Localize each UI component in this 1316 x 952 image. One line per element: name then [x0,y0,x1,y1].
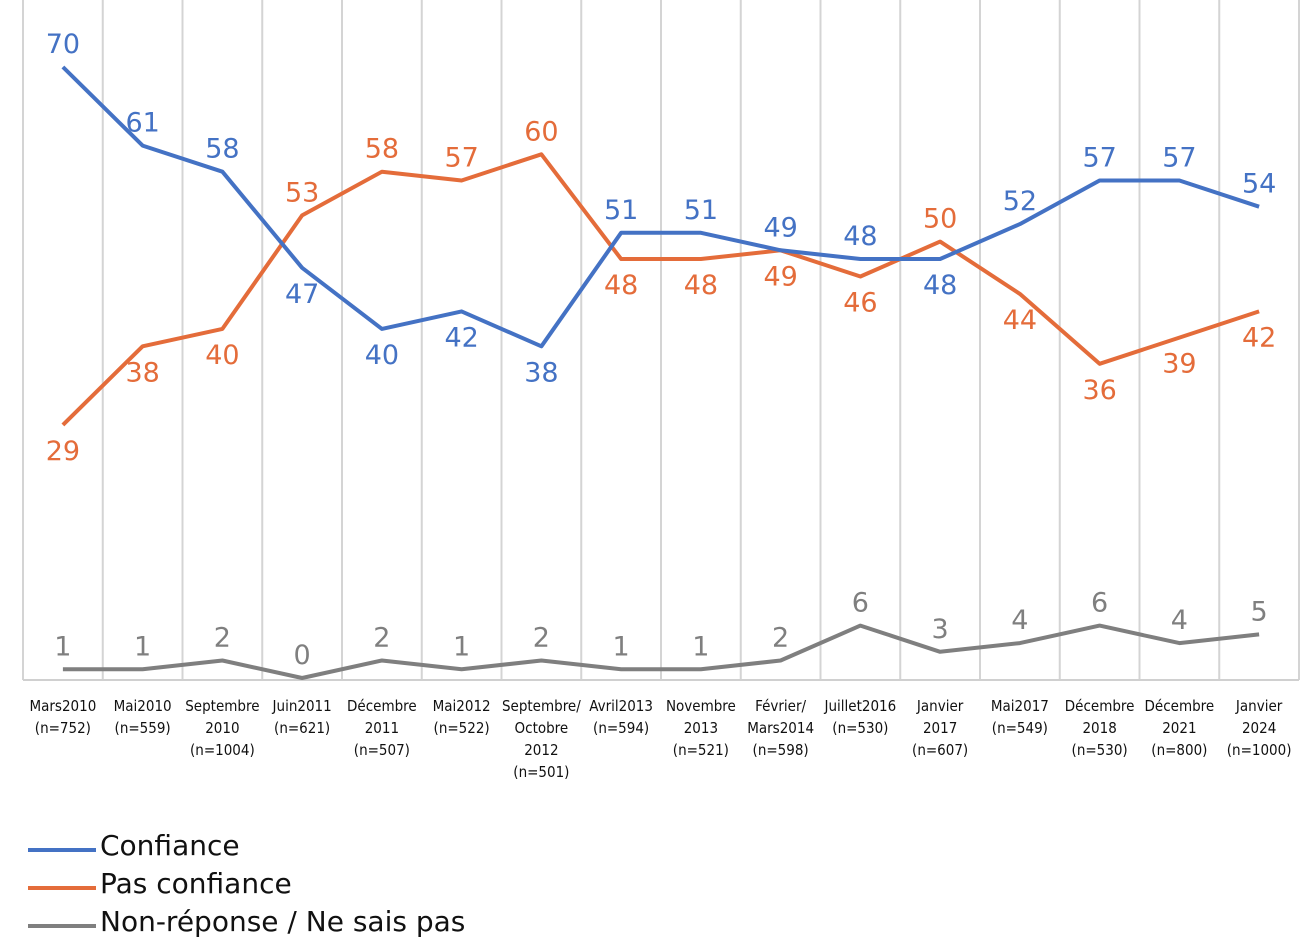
data-label-non-reponse-ne-sais-pas: 1 [453,631,470,662]
legend-swatch-non-reponse [28,924,96,928]
data-label-confiance: 40 [365,340,399,371]
data-label-pas-confiance: 48 [684,270,718,301]
data-label-pas-confiance: 60 [524,116,558,147]
data-label-non-reponse-ne-sais-pas: 1 [613,631,630,662]
data-label-confiance: 51 [604,195,638,226]
data-label-confiance: 51 [684,195,718,226]
data-label-pas-confiance: 40 [205,340,239,371]
data-label-confiance: 70 [46,29,80,60]
x-axis-tick-labels: Mars2010 (n=752) Mai2010 (n=559) Septembre 20… [29,697,1291,781]
data-label-confiance: 48 [923,270,957,301]
legend-swatch-pas-confiance [28,886,96,890]
data-label-non-reponse-ne-sais-pas: 5 [1251,596,1268,627]
data-label-confiance: 54 [1242,169,1276,200]
data-label-confiance: 42 [444,322,478,353]
x-tick-label: Décembre 2018 (n=530) [1065,697,1135,759]
data-label-non-reponse-ne-sais-pas: 6 [852,588,869,619]
data-label-confiance: 58 [205,134,239,165]
data-label-confiance: 57 [1082,142,1116,173]
x-tick-label: Décembre 2021 (n=800) [1145,697,1215,759]
x-tick-label: Mars2010 (n=752) [29,697,96,737]
data-label-non-reponse-ne-sais-pas: 2 [533,623,550,654]
data-label-non-reponse-ne-sais-pas: 2 [373,623,390,654]
data-label-pas-confiance: 49 [763,261,797,292]
x-tick-label: Novembre 2013 (n=521) [666,697,736,759]
series-line-pas-confiance [61,152,1260,427]
legend-item-confiance: Confiance [28,826,465,864]
series-lines [61,65,1260,680]
data-label-non-reponse-ne-sais-pas: 6 [1091,588,1108,619]
series-line-non-reponse-ne-sais-pas [62,623,1260,680]
legend-label: Non-réponse / Ne sais pas [100,904,466,938]
x-tick-label: Juin2011 (n=621) [272,697,332,737]
data-label-confiance: 48 [843,221,877,252]
data-label-non-reponse-ne-sais-pas: 0 [294,640,311,671]
data-label-pas-confiance: 46 [843,287,877,318]
data-label-confiance: 52 [1003,186,1037,217]
legend-item-pas-confiance: Pas confiance [28,864,465,902]
x-tick-label: Avril2013 (n=594) [589,697,653,737]
x-tick-label: Septembre/Octobre 2012 (n=501) [502,697,581,781]
data-label-non-reponse-ne-sais-pas: 4 [1011,605,1028,636]
data-label-pas-confiance: 50 [923,204,957,235]
x-tick-label: Janvier 2024 (n=1000) [1227,697,1292,759]
x-tick-label: Mai2010 (n=559) [114,697,172,737]
data-label-non-reponse-ne-sais-pas: 2 [772,623,789,654]
data-label-confiance: 38 [524,357,558,388]
data-label-pas-confiance: 38 [125,357,159,388]
x-tick-label: Décembre 2011 (n=507) [347,697,417,759]
data-label-pas-confiance: 58 [365,134,399,165]
gridlines [22,0,1300,680]
data-label-pas-confiance: 57 [444,142,478,173]
legend-label: Confiance [100,828,240,862]
data-label-pas-confiance: 29 [46,436,80,467]
legend-swatch-confiance [28,848,96,852]
x-tick-label: Janvier 2017 (n=607) [912,697,968,759]
data-label-pas-confiance: 44 [1003,305,1037,336]
data-label-confiance: 47 [285,279,319,310]
legend-label: Pas confiance [100,866,292,900]
legend-item-non-reponse: Non-réponse / Ne sais pas [28,902,465,940]
x-tick-label: Février/Mars2014 (n=598) [747,697,814,759]
data-label-non-reponse-ne-sais-pas: 2 [214,623,231,654]
data-label-non-reponse-ne-sais-pas: 4 [1171,605,1188,636]
data-label-non-reponse-ne-sais-pas: 1 [692,631,709,662]
data-label-confiance: 49 [763,212,797,243]
data-label-non-reponse-ne-sais-pas: 3 [932,614,949,645]
data-label-non-reponse-ne-sais-pas: 1 [54,631,71,662]
data-label-pas-confiance: 53 [285,177,319,208]
x-tick-label: Septembre 2010 (n=1004) [185,697,259,759]
x-tick-label: Mai2012 (n=522) [433,697,491,737]
data-label-pas-confiance: 42 [1242,322,1276,353]
series-line-confiance [61,65,1260,349]
legend: Confiance Pas confiance Non-réponse / Ne… [28,826,465,940]
data-label-pas-confiance: 48 [604,270,638,301]
x-tick-label: Juillet2016 (n=530) [824,697,897,737]
x-tick-label: Mai2017 (n=549) [991,697,1049,737]
data-label-pas-confiance: 39 [1162,349,1196,380]
data-label-confiance: 57 [1162,142,1196,173]
data-label-confiance: 61 [125,108,159,139]
data-label-non-reponse-ne-sais-pas: 1 [134,631,151,662]
data-label-pas-confiance: 36 [1082,375,1116,406]
